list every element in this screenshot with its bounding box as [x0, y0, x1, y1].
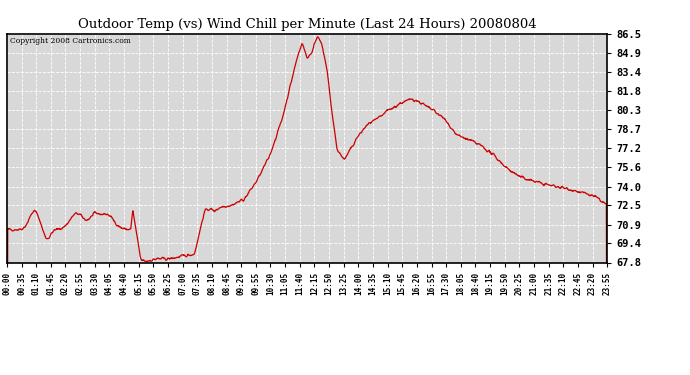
Text: Copyright 2008 Cartronics.com: Copyright 2008 Cartronics.com: [10, 37, 131, 45]
Title: Outdoor Temp (vs) Wind Chill per Minute (Last 24 Hours) 20080804: Outdoor Temp (vs) Wind Chill per Minute …: [78, 18, 536, 31]
